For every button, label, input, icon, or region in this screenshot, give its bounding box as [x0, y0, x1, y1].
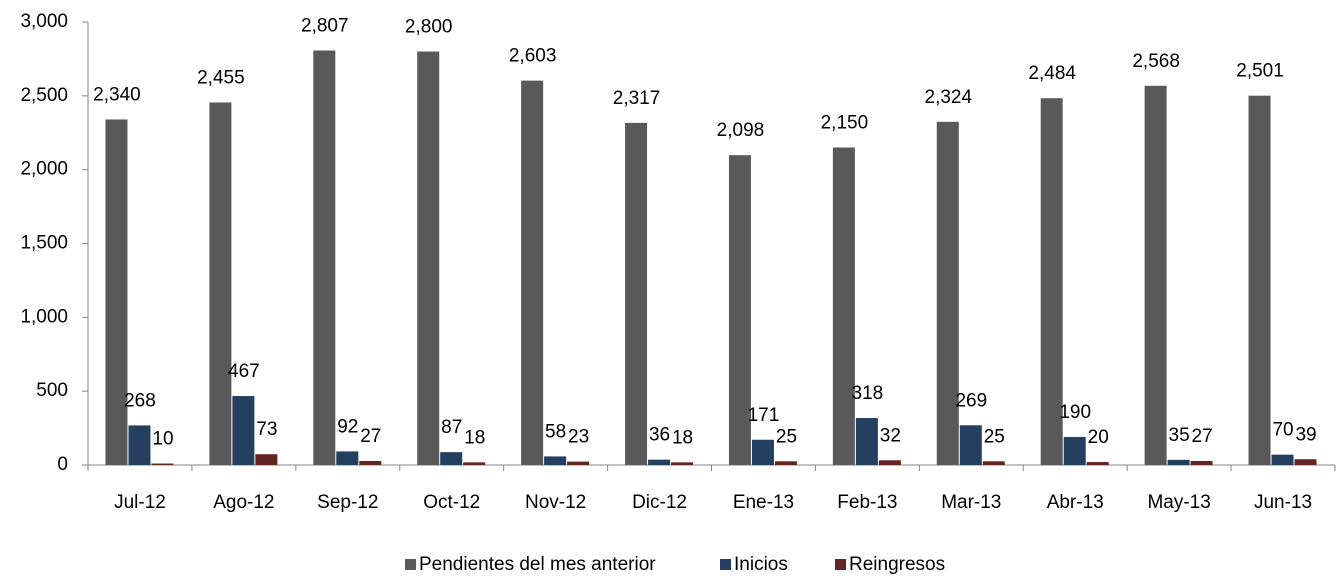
- bar: [209, 102, 232, 465]
- data-label: 268: [124, 390, 156, 411]
- bar: [878, 460, 901, 465]
- bar: [1167, 459, 1190, 465]
- data-label: 10: [152, 429, 173, 450]
- bar: [1144, 85, 1167, 466]
- bar: [151, 463, 174, 465]
- data-label: 171: [748, 405, 780, 426]
- data-label: 318: [852, 383, 884, 404]
- x-tick-label: Feb-13: [837, 492, 897, 513]
- data-label: 18: [464, 427, 485, 448]
- bar: [936, 121, 959, 466]
- legend-label: Pendientes del mes anterior: [419, 554, 656, 575]
- bar: [313, 50, 336, 466]
- data-label: 2,800: [405, 17, 453, 38]
- bar: [105, 119, 128, 466]
- data-label: 27: [1192, 426, 1213, 447]
- legend-swatch: [405, 559, 416, 570]
- legend-label: Reingresos: [849, 554, 945, 575]
- data-label: 25: [776, 426, 797, 447]
- bar: [1271, 454, 1294, 465]
- data-label: 190: [1059, 402, 1091, 423]
- bar: [671, 462, 694, 465]
- legend-swatch: [835, 559, 846, 570]
- data-label: 39: [1295, 424, 1316, 445]
- bar: [440, 452, 463, 465]
- bar: [648, 459, 671, 465]
- y-tick-label: 1,000: [20, 306, 68, 327]
- bar: [463, 462, 486, 465]
- data-label: 467: [228, 361, 260, 382]
- data-label: 2,603: [509, 46, 557, 67]
- data-label: 70: [1272, 420, 1293, 441]
- y-tick-label: 0: [57, 454, 68, 475]
- data-label: 23: [568, 427, 589, 448]
- bar: [1040, 98, 1063, 466]
- x-tick-label: Jun-13: [1254, 492, 1312, 513]
- legend-swatch: [720, 559, 731, 570]
- data-label: 2,317: [613, 88, 661, 109]
- x-tick-label: Ene-13: [733, 492, 794, 513]
- bar: [982, 461, 1005, 465]
- bar: [521, 80, 544, 466]
- bar: [567, 461, 590, 465]
- data-label: 92: [337, 416, 358, 437]
- bar: [1294, 459, 1317, 465]
- y-tick-label: 1,500: [20, 233, 68, 254]
- x-tick-label: Dic-12: [632, 492, 687, 513]
- y-tick-label: 3,000: [20, 11, 68, 32]
- data-label: 269: [955, 390, 987, 411]
- data-label: 73: [256, 419, 277, 440]
- bar: [855, 418, 878, 465]
- data-label: 2,324: [925, 87, 973, 108]
- data-label: 32: [880, 425, 901, 446]
- data-label: 18: [672, 427, 693, 448]
- data-label: 2,340: [93, 84, 141, 105]
- bar: [359, 461, 382, 465]
- x-tick-label: Oct-12: [423, 492, 480, 513]
- data-label: 2,098: [717, 120, 765, 141]
- x-tick-label: Nov-12: [525, 492, 586, 513]
- bar: [959, 425, 982, 465]
- y-tick-label: 500: [36, 380, 68, 401]
- x-tick-label: Abr-13: [1047, 492, 1104, 513]
- bar: [544, 456, 567, 465]
- data-label: 2,455: [197, 67, 245, 88]
- data-label: 27: [360, 426, 381, 447]
- data-label: 25: [984, 426, 1005, 447]
- bar: [832, 147, 855, 465]
- data-label: 2,807: [301, 16, 349, 37]
- bar: [1190, 461, 1213, 465]
- data-label: 58: [545, 421, 566, 442]
- x-tick-label: May-13: [1147, 492, 1210, 513]
- data-label: 35: [1169, 425, 1190, 446]
- data-label: 2,501: [1236, 61, 1284, 82]
- bar: [1086, 462, 1109, 465]
- data-label: 2,568: [1132, 51, 1180, 72]
- data-label: 2,484: [1028, 63, 1076, 84]
- bar: [128, 425, 151, 465]
- data-label: 87: [441, 417, 462, 438]
- bar: [774, 461, 797, 465]
- x-tick-label: Mar-13: [941, 492, 1001, 513]
- x-tick-label: Jul-12: [114, 492, 166, 513]
- bar: [751, 439, 774, 465]
- bar: [625, 122, 648, 466]
- y-tick-label: 2,500: [20, 85, 68, 106]
- bar: [336, 451, 359, 465]
- bar: [255, 454, 278, 465]
- bar: [1063, 436, 1086, 465]
- y-tick-label: 2,000: [20, 159, 68, 180]
- x-tick-label: Ago-12: [213, 492, 274, 513]
- bar: [728, 155, 751, 466]
- bar: [1248, 95, 1271, 465]
- legend-label: Inicios: [734, 554, 788, 575]
- data-label: 2,150: [821, 113, 869, 134]
- bar: [232, 396, 255, 465]
- data-label: 20: [1088, 427, 1109, 448]
- bar: [417, 51, 440, 466]
- data-label: 36: [649, 425, 670, 446]
- x-tick-label: Sep-12: [317, 492, 378, 513]
